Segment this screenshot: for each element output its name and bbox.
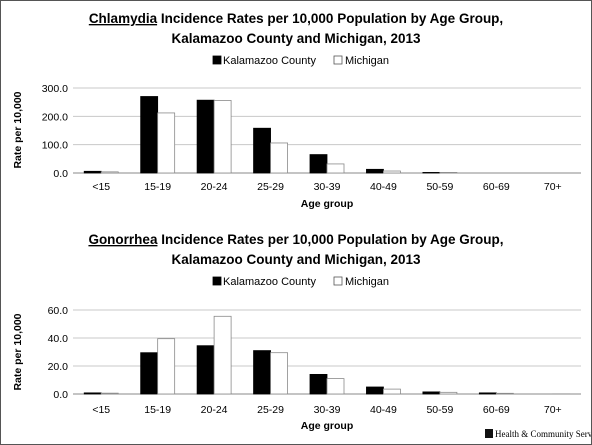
department-logo: Health & Community Services (485, 429, 591, 439)
legend-label-kalamazoo: Kalamazoo County (223, 55, 316, 67)
chart-title-line2: Kalamazoo County and Michigan, 2013 (171, 252, 421, 267)
y-axis-label: Rate per 10,000 (12, 91, 24, 168)
bar-michigan-5059 (440, 172, 457, 173)
x-tick-label: 50-59 (426, 181, 453, 193)
chart-title-line1: Gonorrhea Incidence Rates per 10,000 Pop… (88, 232, 503, 247)
chart-title-line2: Kalamazoo County and Michigan, 2013 (171, 31, 421, 46)
bar-michigan-6069 (496, 393, 513, 394)
bar-michigan-1519 (158, 113, 175, 173)
chart-1: Chlamydia Incidence Rates per 10,000 Pop… (12, 11, 581, 210)
x-tick-label: 40-49 (370, 404, 397, 416)
bar-michigan-2024 (214, 316, 231, 394)
bar-kalamazoo-2024 (197, 346, 214, 394)
x-tick-label: 50-59 (426, 404, 453, 416)
bar-kalamazoo-2529 (254, 128, 271, 173)
bar-kalamazoo-3039 (310, 155, 327, 173)
legend-swatch-michigan (334, 56, 342, 64)
legend-label-michigan: Michigan (345, 55, 389, 67)
x-tick-label: 60-69 (483, 404, 510, 416)
x-tick-label: 30-39 (314, 404, 341, 416)
chart-2: Gonorrhea Incidence Rates per 10,000 Pop… (12, 232, 581, 432)
y-tick-label: 100.0 (42, 140, 68, 152)
chart-title-rest: Incidence Rates per 10,000 Population by… (157, 232, 503, 247)
y-tick-label: 20.0 (48, 361, 69, 373)
y-tick-label: 40.0 (48, 333, 69, 345)
bar-michigan-15 (101, 172, 118, 173)
y-tick-label: 200.0 (42, 111, 68, 123)
bar-kalamazoo-15 (84, 393, 101, 394)
bar-michigan-1519 (158, 339, 175, 394)
bar-kalamazoo-2529 (254, 351, 271, 394)
x-tick-label: 30-39 (314, 181, 341, 193)
bar-kalamazoo-6069 (479, 393, 496, 394)
bar-michigan-4049 (383, 171, 400, 173)
legend-swatch-kalamazoo (213, 56, 221, 64)
x-tick-label: 15-19 (144, 181, 171, 193)
x-axis-label: Age group (301, 198, 354, 210)
bar-michigan-15 (101, 393, 118, 394)
bar-kalamazoo-4049 (366, 387, 383, 394)
bar-kalamazoo-1519 (141, 97, 158, 174)
x-tick-label: <15 (92, 404, 110, 416)
bar-kalamazoo-5059 (423, 392, 440, 394)
x-axis-label: Age group (301, 420, 354, 432)
y-axis-label: Rate per 10,000 (12, 313, 24, 390)
bar-michigan-5059 (440, 392, 457, 394)
x-tick-label: <15 (92, 181, 110, 193)
bar-kalamazoo-5059 (423, 172, 440, 173)
x-tick-label: 15-19 (144, 404, 171, 416)
bar-kalamazoo-2024 (197, 100, 214, 173)
bar-kalamazoo-1519 (141, 353, 158, 394)
chart-title-line1: Chlamydia Incidence Rates per 10,000 Pop… (89, 11, 503, 26)
x-tick-label: 60-69 (483, 181, 510, 193)
bar-michigan-3039 (327, 379, 344, 394)
chart-title-disease: Gonorrhea (88, 232, 158, 247)
legend-swatch-michigan (334, 277, 342, 285)
chart-title-disease: Chlamydia (89, 11, 158, 26)
bar-michigan-2024 (214, 100, 231, 173)
x-tick-label: 20-24 (201, 404, 228, 416)
x-tick-label: 25-29 (257, 404, 284, 416)
legend: Kalamazoo County Michigan (213, 276, 389, 288)
legend-label-michigan: Michigan (345, 276, 389, 288)
x-tick-label: 70+ (544, 181, 562, 193)
bar-michigan-4049 (383, 389, 400, 394)
logo-text: Health & Community Services (495, 429, 591, 439)
logo-emblem-icon (485, 429, 493, 438)
legend: Kalamazoo County Michigan (213, 55, 389, 67)
x-tick-label: 25-29 (257, 181, 284, 193)
bar-michigan-3039 (327, 164, 344, 173)
chart-title-rest: Incidence Rates per 10,000 Population by… (157, 11, 503, 26)
y-tick-label: 0.0 (53, 168, 68, 180)
y-tick-label: 60.0 (48, 305, 69, 317)
y-tick-label: 300.0 (42, 83, 68, 95)
bar-kalamazoo-4049 (366, 169, 383, 173)
bar-michigan-2529 (271, 143, 288, 173)
x-tick-label: 20-24 (201, 181, 228, 193)
bar-kalamazoo-3039 (310, 374, 327, 394)
x-tick-label: 40-49 (370, 181, 397, 193)
legend-swatch-kalamazoo (213, 277, 221, 285)
bar-kalamazoo-15 (84, 171, 101, 173)
y-tick-label: 0.0 (53, 389, 68, 401)
x-tick-label: 70+ (544, 404, 562, 416)
legend-label-kalamazoo: Kalamazoo County (223, 276, 316, 288)
bar-michigan-2529 (271, 353, 288, 394)
